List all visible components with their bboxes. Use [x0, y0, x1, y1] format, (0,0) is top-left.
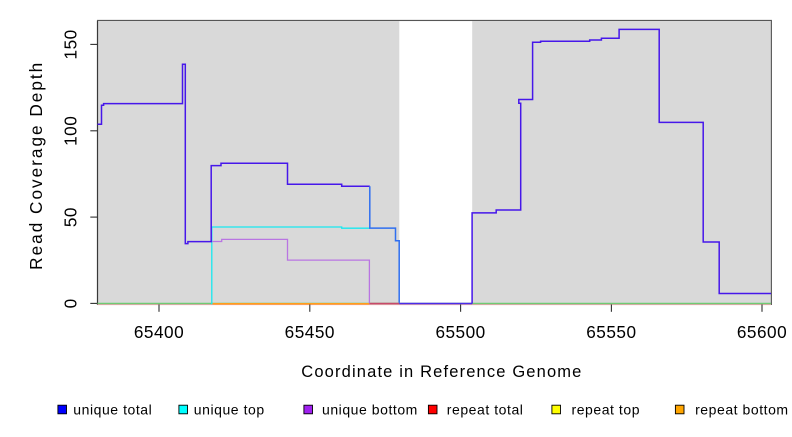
svg-text:repeat top: repeat top	[572, 401, 641, 417]
svg-text:repeat total: repeat total	[447, 401, 524, 417]
svg-text:repeat bottom: repeat bottom	[695, 401, 789, 417]
svg-text:100: 100	[60, 116, 80, 146]
svg-text:65450: 65450	[285, 322, 335, 342]
svg-text:Read Coverage Depth: Read Coverage Depth	[26, 61, 46, 270]
svg-text:unique bottom: unique bottom	[322, 401, 418, 417]
svg-text:65400: 65400	[134, 322, 184, 342]
svg-text:unique total: unique total	[73, 401, 152, 417]
svg-text:65500: 65500	[435, 322, 485, 342]
svg-text:0: 0	[60, 298, 80, 308]
svg-text:150: 150	[60, 29, 80, 59]
svg-text:unique top: unique top	[194, 401, 265, 417]
svg-text:65550: 65550	[586, 322, 636, 342]
svg-text:Coordinate in Reference Genome: Coordinate in Reference Genome	[301, 363, 582, 381]
svg-text:65600: 65600	[737, 322, 787, 342]
svg-text:50: 50	[60, 207, 80, 227]
